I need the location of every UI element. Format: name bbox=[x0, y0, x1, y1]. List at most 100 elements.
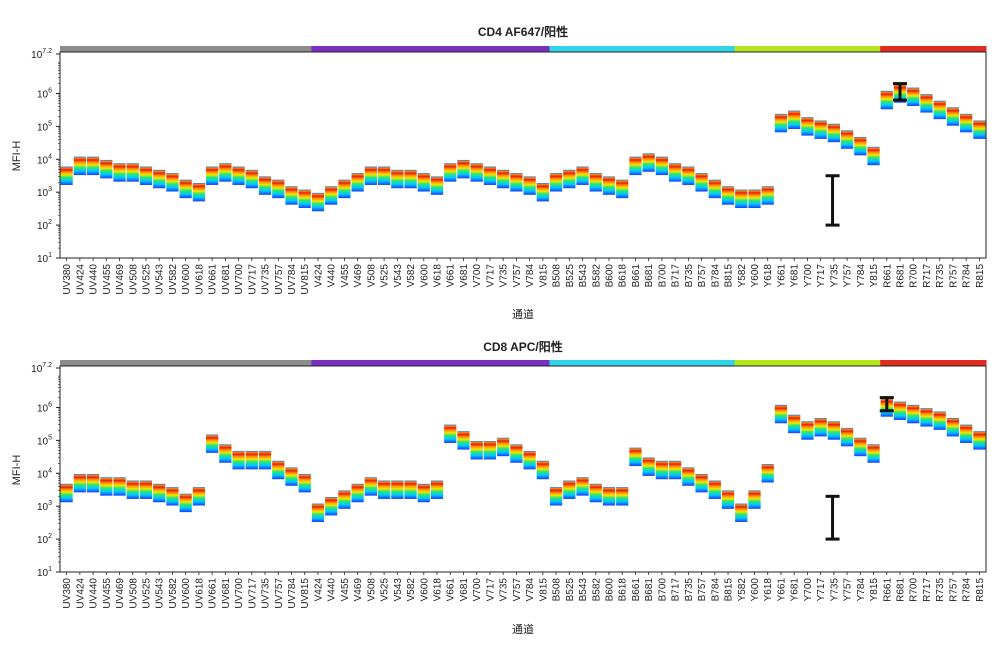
mfi-band-UV508 bbox=[126, 163, 139, 182]
laser-group-bar-Y2 bbox=[774, 46, 881, 52]
mfi-band-R735 bbox=[933, 411, 946, 430]
channel-label: B815 bbox=[724, 578, 735, 602]
channel-label: UV618 bbox=[194, 264, 205, 295]
mfi-band-V661 bbox=[444, 163, 457, 182]
x-axis-label: 通道 bbox=[512, 307, 534, 321]
mfi-band-Y600 bbox=[748, 490, 761, 509]
mfi-band-V735 bbox=[497, 437, 510, 457]
channel-label: V784 bbox=[525, 578, 536, 602]
chart-title: CD4 AF647/阳性 bbox=[478, 24, 568, 39]
channel-label: B525 bbox=[565, 264, 576, 288]
mfi-band-V681 bbox=[457, 431, 470, 450]
mfi-band-V757 bbox=[510, 173, 523, 192]
mfi-band-V600 bbox=[417, 173, 430, 192]
channel-label: B815 bbox=[724, 264, 735, 288]
mfi-band-V525 bbox=[377, 480, 391, 499]
mfi-band-V582 bbox=[404, 169, 417, 189]
y-tick-label: 103 bbox=[37, 186, 52, 199]
mfi-band-R815 bbox=[973, 431, 986, 450]
channel-label: UV582 bbox=[168, 578, 179, 609]
channel-label: V717 bbox=[485, 578, 496, 602]
channel-label: Y661 bbox=[776, 264, 787, 288]
mfi-band-V784 bbox=[523, 450, 536, 470]
mfi-band-UV757 bbox=[272, 179, 285, 199]
channel-label: R700 bbox=[909, 578, 920, 602]
mfi-band-Y661 bbox=[774, 404, 788, 424]
mfi-band-B618 bbox=[616, 179, 629, 199]
channel-label: V508 bbox=[366, 578, 377, 602]
channel-label: R735 bbox=[935, 578, 946, 602]
mfi-band-V661 bbox=[444, 424, 457, 444]
channel-label: Y582 bbox=[737, 264, 748, 288]
channel-label: UV815 bbox=[300, 264, 311, 295]
laser-group-bar-B bbox=[549, 46, 630, 52]
mfi-band-V700 bbox=[470, 441, 483, 460]
mfi-band-B600 bbox=[602, 487, 616, 506]
channel-label: UV717 bbox=[247, 264, 258, 295]
plot-frame bbox=[59, 365, 987, 573]
channel-label: V700 bbox=[472, 264, 483, 288]
channel-label: V661 bbox=[446, 578, 457, 602]
mfi-band-UV600 bbox=[179, 493, 192, 513]
mfi-band-UV525 bbox=[139, 480, 153, 499]
mfi-band-UV681 bbox=[219, 444, 232, 463]
mfi-band-B735 bbox=[682, 166, 695, 185]
channel-label: V681 bbox=[459, 264, 470, 288]
mfi-band-B525 bbox=[563, 169, 576, 189]
channel-label: UV543 bbox=[155, 578, 166, 609]
channel-label: UV735 bbox=[261, 264, 272, 295]
y-axis-label: MFI-H bbox=[11, 455, 23, 486]
channel-label: V815 bbox=[538, 264, 549, 288]
mfi-band-R735 bbox=[933, 100, 946, 120]
channel-label: V424 bbox=[313, 264, 324, 288]
mfi-band-B525 bbox=[563, 480, 576, 499]
y-tick-label: 106 bbox=[37, 401, 52, 414]
mfi-band-UV582 bbox=[166, 487, 179, 506]
mfi-band-Y784 bbox=[854, 136, 867, 156]
channel-label: UV618 bbox=[194, 578, 205, 609]
mfi-band-UV440 bbox=[86, 156, 100, 176]
channel-label: B543 bbox=[578, 264, 589, 288]
channel-label: V661 bbox=[446, 264, 457, 288]
channel-label: R815 bbox=[975, 578, 986, 602]
mfi-band-R757 bbox=[946, 107, 960, 126]
channel-label: B508 bbox=[552, 264, 563, 288]
mfi-band-Y618 bbox=[761, 186, 774, 205]
mfi-band-V717 bbox=[483, 441, 497, 460]
mfi-band-Y784 bbox=[854, 437, 867, 457]
mfi-band-Y681 bbox=[788, 110, 801, 130]
channel-label: B681 bbox=[644, 264, 655, 288]
channel-label: R661 bbox=[882, 578, 893, 602]
channel-label: UV784 bbox=[287, 264, 298, 295]
mfi-band-Y600 bbox=[748, 189, 761, 208]
y-axis-label: MFI-H bbox=[11, 141, 23, 172]
channel-label: UV784 bbox=[287, 578, 298, 609]
channel-label: Y700 bbox=[803, 264, 814, 288]
mfi-band-UV440 bbox=[86, 473, 100, 493]
y-tick-label: 104 bbox=[37, 153, 52, 166]
mfi-band-UV757 bbox=[272, 460, 285, 480]
mfi-band-Y700 bbox=[801, 117, 814, 136]
laser-group-bar-Y2 bbox=[774, 360, 881, 366]
mfi-band-R784 bbox=[960, 424, 973, 444]
mfi-band-V508 bbox=[364, 477, 377, 496]
y-tick-label: 106 bbox=[37, 87, 52, 100]
mfi-band-V543 bbox=[391, 480, 404, 499]
channel-label: V525 bbox=[380, 578, 391, 602]
mfi-band-R815 bbox=[973, 120, 986, 139]
mfi-band-V508 bbox=[364, 166, 377, 185]
mfi-band-UV582 bbox=[166, 173, 179, 192]
channel-label: V717 bbox=[485, 264, 496, 288]
mfi-band-V757 bbox=[510, 444, 523, 463]
x-axis-label: 通道 bbox=[512, 622, 534, 636]
channel-label: UV735 bbox=[261, 578, 272, 609]
channel-label: R784 bbox=[962, 578, 973, 602]
channel-label: V440 bbox=[327, 264, 338, 288]
channel-label: V525 bbox=[380, 264, 391, 288]
mfi-band-V618 bbox=[430, 480, 444, 499]
channel-label: B661 bbox=[631, 264, 642, 288]
plot-frame bbox=[59, 51, 987, 259]
channel-label: Y815 bbox=[869, 578, 880, 602]
mfi-band-V815 bbox=[536, 182, 549, 202]
channel-label: UV380 bbox=[62, 264, 73, 295]
